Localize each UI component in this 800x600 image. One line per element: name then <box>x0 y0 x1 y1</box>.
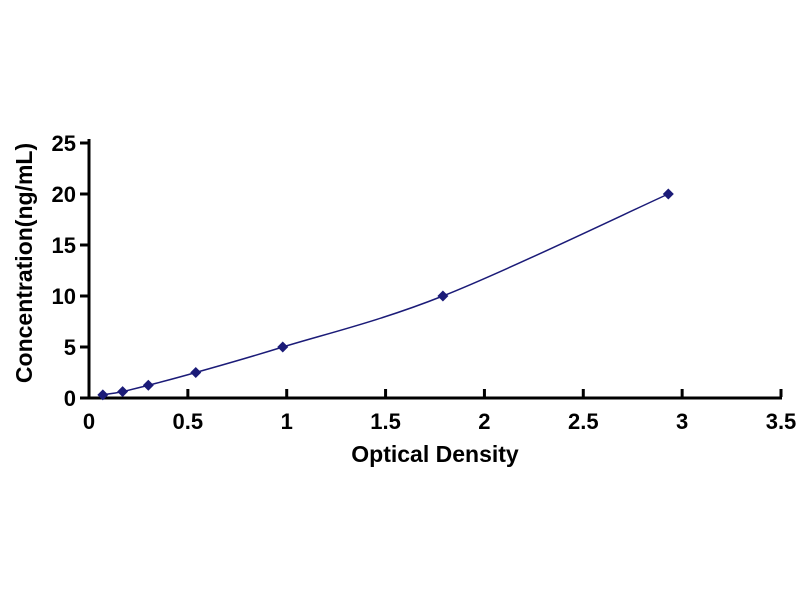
x-tick-label: 0 <box>83 409 95 434</box>
x-tick-label: 2.5 <box>568 409 599 434</box>
y-tick-label: 15 <box>52 233 76 258</box>
data-point-marker <box>277 341 289 353</box>
data-point-markers <box>97 188 674 401</box>
x-tick-label: 2 <box>478 409 490 434</box>
x-tick-label: 0.5 <box>173 409 204 434</box>
axis-ticks <box>80 141 783 400</box>
data-point-marker <box>142 379 154 391</box>
x-tick-label: 1 <box>281 409 293 434</box>
y-tick-label: 10 <box>52 284 76 309</box>
x-axis-title: Optical Density <box>351 441 519 467</box>
y-tick-label: 5 <box>64 335 76 360</box>
data-point-marker <box>190 367 202 378</box>
axis-tick-labels: 0 0.5 1 1.5 2 2.5 3 3.5 0 5 10 15 20 25 <box>52 131 797 434</box>
axes <box>87 139 782 400</box>
y-tick-label: 0 <box>64 386 76 411</box>
data-point-marker <box>97 389 109 401</box>
x-tick-label: 3.5 <box>766 409 797 434</box>
data-point-marker <box>437 290 449 302</box>
x-tick-label: 3 <box>676 409 688 434</box>
y-tick-label: 20 <box>52 182 76 207</box>
standard-curve-line <box>102 193 669 396</box>
data-point-marker <box>662 188 674 200</box>
data-point-marker <box>117 386 129 398</box>
x-tick-label: 1.5 <box>370 409 401 434</box>
y-axis-title: Concentration(ng/mL) <box>11 143 37 383</box>
y-tick-label: 25 <box>52 131 76 156</box>
